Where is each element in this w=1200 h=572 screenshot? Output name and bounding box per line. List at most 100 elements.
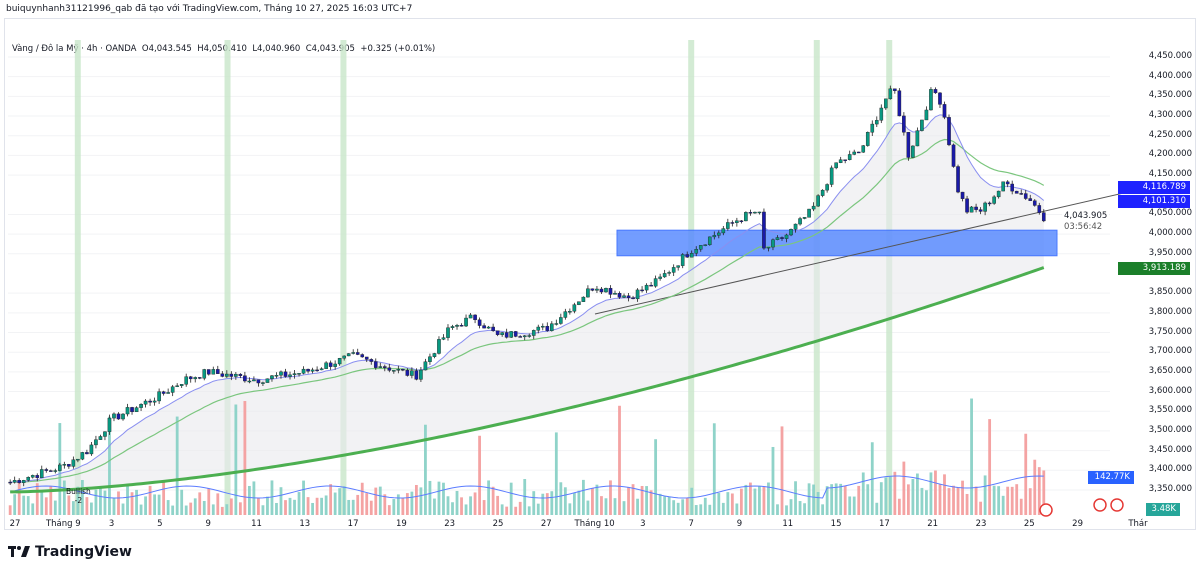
volume-bar — [166, 500, 170, 515]
volume-bar — [311, 502, 314, 515]
candle — [261, 382, 265, 384]
volume-bar — [153, 494, 157, 515]
candle — [771, 239, 775, 248]
candle — [283, 371, 288, 377]
candle — [834, 162, 838, 169]
candle — [902, 115, 906, 133]
volume-bar — [356, 494, 360, 515]
volume-bar — [460, 497, 463, 515]
candle — [62, 464, 67, 466]
candle — [960, 191, 965, 199]
candle — [401, 369, 405, 371]
volume-bar — [351, 499, 355, 515]
candle — [522, 335, 527, 338]
candle — [811, 205, 816, 210]
volume-bar — [636, 498, 639, 515]
candle — [847, 154, 852, 160]
volume-bar — [834, 483, 838, 515]
volume-bar — [744, 484, 748, 515]
volume-bar — [536, 503, 540, 515]
us-flag-event-icon[interactable] — [1093, 498, 1107, 512]
candle — [978, 209, 983, 212]
candle — [739, 220, 744, 222]
volume-bar — [1006, 486, 1010, 515]
bullish-signal[interactable]: Bullish -2 — [66, 487, 91, 505]
volume-bar — [189, 502, 193, 515]
candle — [1019, 193, 1024, 195]
candle — [608, 287, 613, 295]
candle — [94, 439, 98, 446]
candle — [933, 89, 938, 94]
volume-bar — [424, 424, 427, 515]
tradingview-logo[interactable]: TradingView — [8, 544, 132, 560]
volume-bar — [469, 496, 472, 515]
volume-bar — [193, 498, 197, 515]
volume-bar — [225, 504, 229, 515]
symbol-name[interactable]: Vàng / Đô la Mỹ · 4h · OANDA — [12, 44, 137, 54]
candle — [134, 407, 139, 413]
price-tick: 3,850.000 — [1148, 287, 1192, 298]
candle — [807, 208, 811, 218]
candle — [658, 276, 662, 279]
volume-bar — [649, 490, 653, 515]
us-flag-event-icon[interactable] — [1110, 498, 1124, 512]
volume-bar — [320, 497, 324, 515]
candle — [76, 458, 80, 461]
volume-bar — [554, 432, 558, 515]
candle — [315, 369, 319, 372]
candle — [67, 464, 71, 467]
candle — [125, 407, 130, 415]
candle — [197, 377, 202, 379]
candle — [513, 331, 518, 337]
candle — [554, 323, 559, 325]
candle — [784, 234, 789, 239]
volume-bar — [658, 493, 662, 515]
volume-bar — [888, 476, 892, 515]
volume-bar — [139, 504, 143, 515]
candle — [44, 469, 49, 471]
volume-ma-tag: 142.77K — [1088, 471, 1134, 484]
candle — [920, 119, 924, 131]
volume-bar — [496, 495, 500, 515]
price-tick: 3,500.000 — [1148, 424, 1192, 435]
candle — [21, 480, 26, 483]
candle — [568, 311, 572, 313]
price-tick: 4,350.000 — [1148, 90, 1192, 101]
volume-bar — [970, 398, 973, 515]
candle — [951, 144, 956, 167]
volume-bar — [857, 485, 861, 515]
ma-fast-line — [10, 114, 1045, 483]
candle — [1041, 212, 1046, 222]
candle — [373, 361, 378, 368]
us-flag-event-icon[interactable] — [1039, 503, 1053, 517]
volume-bar — [437, 481, 441, 515]
open-value: O4,043.545 — [141, 44, 192, 54]
volume-ma-line — [10, 475, 1044, 499]
candle — [252, 379, 256, 382]
candle — [243, 375, 247, 382]
candle — [1010, 183, 1014, 192]
candle — [270, 375, 274, 379]
volume-bar — [1028, 488, 1032, 515]
price-tick: 4,450.000 — [1148, 51, 1192, 61]
candle — [911, 145, 915, 158]
candle — [446, 327, 450, 338]
volume-bar — [1033, 459, 1037, 515]
volume-bar — [243, 401, 247, 515]
candle — [874, 120, 879, 125]
candle — [599, 288, 604, 293]
volume-bar — [825, 486, 829, 515]
volume-bar — [207, 488, 211, 515]
volume-bar — [925, 490, 928, 515]
time-tick: 15 — [830, 519, 842, 529]
price-tick: 3,400.000 — [1148, 464, 1192, 475]
price-tick: 3,550.000 — [1148, 405, 1192, 416]
candle — [798, 218, 802, 225]
candle — [211, 369, 216, 375]
volume-bar — [410, 491, 414, 515]
volume-bar — [211, 504, 215, 515]
volume-bar — [500, 504, 504, 515]
volume-bar — [527, 506, 531, 515]
candle — [225, 373, 229, 377]
